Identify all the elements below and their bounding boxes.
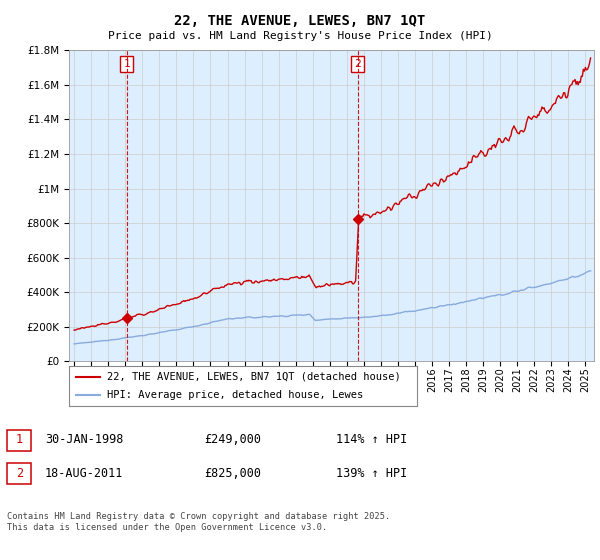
Text: 2: 2 <box>354 59 361 69</box>
Text: 22, THE AVENUE, LEWES, BN7 1QT (detached house): 22, THE AVENUE, LEWES, BN7 1QT (detached… <box>107 372 401 382</box>
Text: 114% ↑ HPI: 114% ↑ HPI <box>336 433 407 446</box>
Text: 30-JAN-1998: 30-JAN-1998 <box>45 433 124 446</box>
Text: HPI: Average price, detached house, Lewes: HPI: Average price, detached house, Lewe… <box>107 390 364 400</box>
Text: 22, THE AVENUE, LEWES, BN7 1QT: 22, THE AVENUE, LEWES, BN7 1QT <box>175 14 425 28</box>
Text: 2: 2 <box>16 466 23 480</box>
Text: £249,000: £249,000 <box>204 433 261 446</box>
Text: Contains HM Land Registry data © Crown copyright and database right 2025.
This d: Contains HM Land Registry data © Crown c… <box>7 512 391 532</box>
Text: £825,000: £825,000 <box>204 466 261 480</box>
Text: 1: 1 <box>123 59 130 69</box>
Text: Price paid vs. HM Land Registry's House Price Index (HPI): Price paid vs. HM Land Registry's House … <box>107 31 493 41</box>
Text: 1: 1 <box>16 433 23 446</box>
Text: 139% ↑ HPI: 139% ↑ HPI <box>336 466 407 480</box>
Text: 18-AUG-2011: 18-AUG-2011 <box>45 466 124 480</box>
